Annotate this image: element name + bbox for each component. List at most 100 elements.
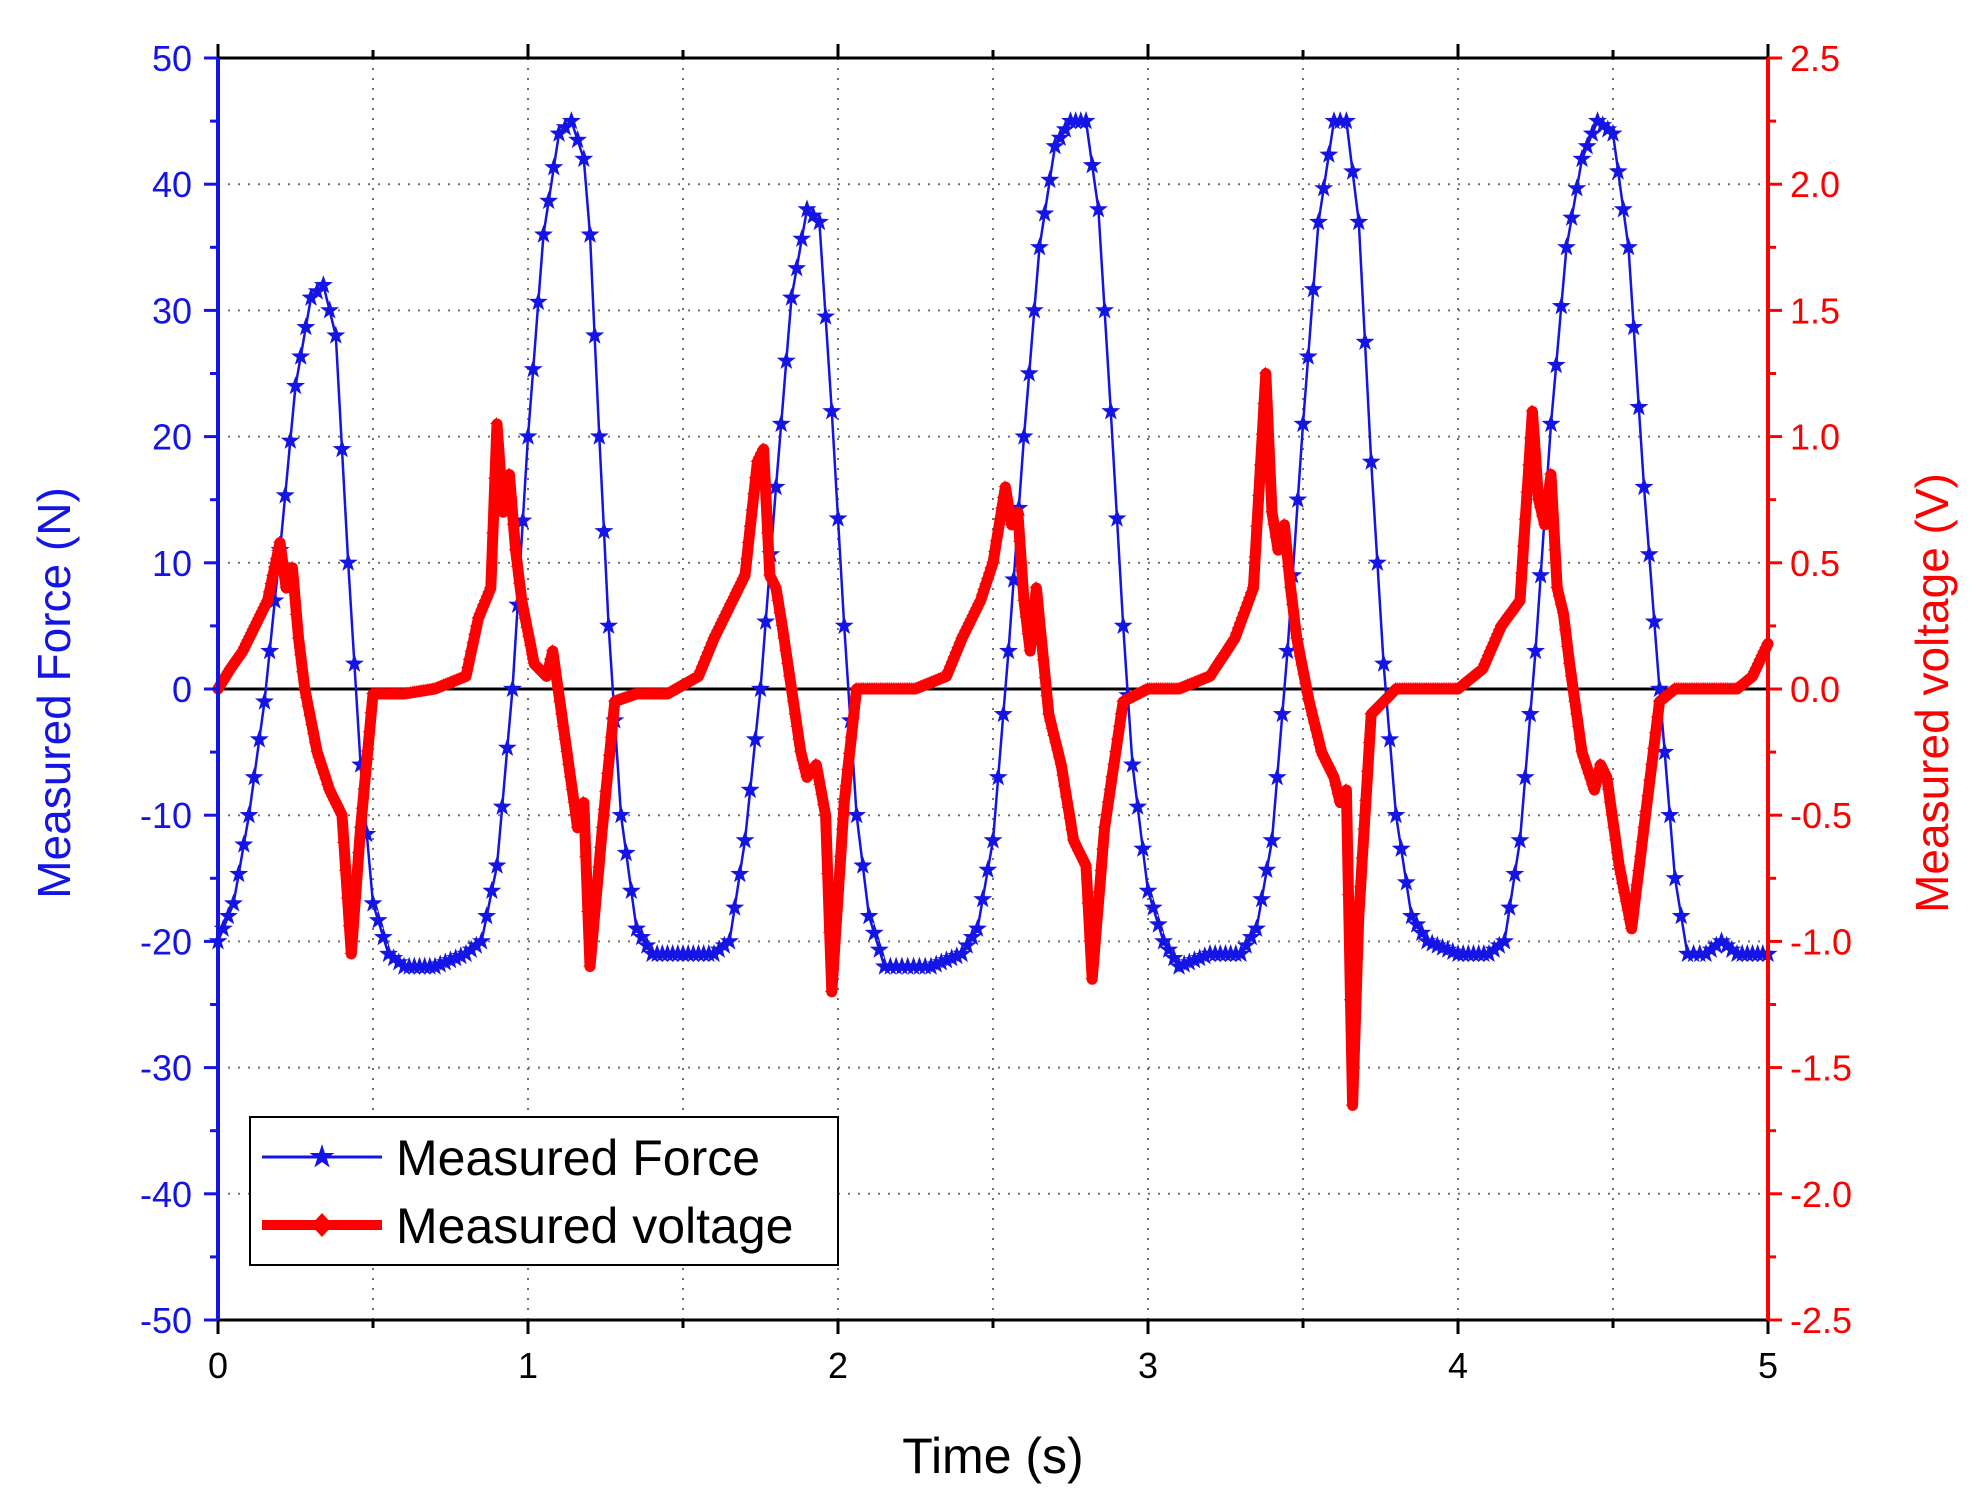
force-point bbox=[568, 130, 588, 149]
voltage-point bbox=[333, 804, 341, 812]
force-point bbox=[1407, 914, 1427, 933]
voltage-point bbox=[816, 798, 824, 806]
voltage-point bbox=[523, 638, 531, 646]
force-point bbox=[585, 325, 605, 344]
voltage-point bbox=[554, 707, 562, 715]
voltage-point bbox=[1041, 707, 1049, 715]
force-point bbox=[745, 729, 765, 748]
voltage-point bbox=[518, 611, 526, 619]
voltage-point bbox=[738, 568, 746, 576]
voltage-point bbox=[1353, 880, 1361, 888]
voltage-point bbox=[598, 784, 606, 792]
voltage-point bbox=[308, 736, 316, 744]
force-point bbox=[234, 834, 254, 853]
voltage-point bbox=[743, 519, 751, 527]
force-point bbox=[1336, 111, 1356, 130]
voltage-point bbox=[778, 644, 786, 652]
force-point bbox=[1479, 944, 1499, 963]
voltage-point bbox=[543, 652, 551, 660]
voltage-point bbox=[1319, 755, 1327, 763]
voltage-point bbox=[351, 846, 359, 854]
voltage-point bbox=[1599, 770, 1607, 778]
force-point bbox=[853, 855, 873, 874]
voltage-point bbox=[745, 503, 753, 511]
voltage-point bbox=[1644, 757, 1652, 765]
voltage-point bbox=[269, 552, 277, 560]
force-point bbox=[461, 939, 481, 958]
voltage-point bbox=[593, 840, 601, 848]
voltage-point bbox=[604, 730, 612, 738]
voltage-point bbox=[1302, 694, 1310, 702]
voltage-point bbox=[329, 797, 337, 805]
voltage-point bbox=[833, 849, 841, 857]
voltage-point bbox=[824, 984, 832, 992]
voltage-point bbox=[1023, 644, 1031, 652]
voltage-point bbox=[297, 682, 305, 690]
voltage-point bbox=[1307, 716, 1315, 724]
force-point bbox=[1095, 300, 1115, 319]
force-point bbox=[320, 300, 340, 319]
voltage-point bbox=[1358, 793, 1366, 801]
force-point bbox=[1148, 914, 1168, 933]
voltage-point bbox=[826, 957, 834, 965]
voltage-point bbox=[306, 727, 314, 735]
force-point bbox=[1603, 123, 1623, 142]
force-point bbox=[1588, 111, 1607, 130]
voltage-point bbox=[1539, 501, 1547, 509]
voltage-point bbox=[1518, 512, 1526, 520]
voltage-point bbox=[1323, 763, 1331, 771]
force-point bbox=[1520, 704, 1540, 723]
force-point bbox=[782, 287, 801, 306]
voltage-point bbox=[467, 627, 475, 635]
force-point bbox=[771, 414, 791, 433]
voltage-point bbox=[588, 900, 596, 908]
voltage-point bbox=[1287, 614, 1295, 622]
voltage-point bbox=[556, 719, 564, 727]
voltage-point bbox=[813, 777, 821, 785]
voltage-point bbox=[364, 706, 372, 714]
voltage-point bbox=[469, 619, 477, 627]
force-point bbox=[1303, 279, 1323, 298]
voltage-point bbox=[1014, 564, 1022, 572]
voltage-point bbox=[1550, 581, 1558, 589]
force-point bbox=[275, 485, 295, 504]
force-point bbox=[1546, 355, 1566, 374]
voltage-point bbox=[338, 863, 346, 871]
x-tick-label: 1 bbox=[518, 1345, 538, 1386]
voltage-point bbox=[1281, 560, 1289, 568]
voltage-point bbox=[1101, 795, 1109, 803]
voltage-point bbox=[1513, 593, 1521, 601]
force-point bbox=[1262, 830, 1282, 849]
voltage-point bbox=[1289, 631, 1297, 639]
voltage-point bbox=[606, 712, 614, 720]
force-point bbox=[1004, 569, 1024, 588]
voltage-point bbox=[1283, 581, 1291, 589]
voltage-point bbox=[1083, 934, 1091, 942]
force-point bbox=[947, 946, 967, 965]
voltage-point bbox=[1633, 849, 1641, 857]
voltage-point bbox=[265, 568, 273, 576]
voltage-point bbox=[773, 606, 781, 614]
voltage-point bbox=[1533, 501, 1541, 509]
force-point bbox=[1613, 199, 1633, 218]
force-point bbox=[229, 864, 249, 883]
voltage-point bbox=[591, 860, 599, 868]
force-point bbox=[594, 521, 614, 540]
voltage-point bbox=[1295, 658, 1303, 666]
voltage-point bbox=[349, 871, 357, 879]
force-point bbox=[244, 767, 264, 786]
voltage-point bbox=[978, 577, 986, 585]
force-point bbox=[973, 889, 993, 908]
voltage-point bbox=[521, 629, 529, 637]
force-point bbox=[1557, 237, 1576, 256]
voltage-point bbox=[1638, 805, 1646, 813]
force-point bbox=[313, 275, 333, 294]
force-point bbox=[751, 679, 770, 698]
voltage-point bbox=[1603, 795, 1611, 803]
force-point bbox=[1355, 331, 1375, 350]
voltage-point bbox=[487, 471, 495, 479]
voltage-point bbox=[264, 577, 272, 585]
voltage-point bbox=[1345, 1098, 1353, 1106]
voltage-point bbox=[1583, 772, 1591, 780]
voltage-point bbox=[315, 761, 323, 769]
